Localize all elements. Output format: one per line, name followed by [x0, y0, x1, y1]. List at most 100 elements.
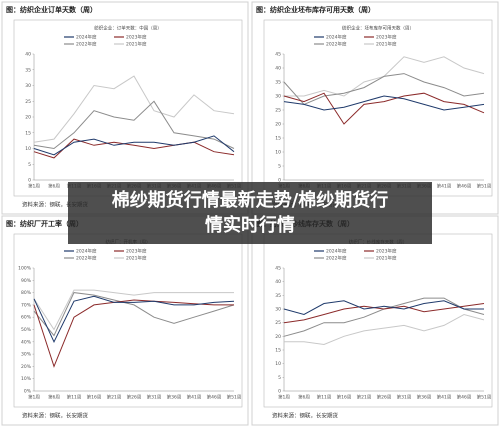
y-tick-label: 40%	[21, 339, 32, 345]
x-tick-label: 第26周	[127, 394, 142, 401]
legend-label: 2022年度	[76, 41, 97, 48]
legend-label: 2023年度	[376, 34, 397, 41]
x-tick-label: 第26周	[377, 394, 392, 401]
banner: 棉纱期货行情最新走势/棉纱期货行 情实时行情	[68, 182, 432, 244]
y-tick-label: 60%	[21, 315, 32, 321]
y-tick-label: 45	[275, 52, 281, 58]
banner-line: 棉纱期货行情最新走势/棉纱期货行	[111, 190, 389, 211]
y-tick-label: 0	[278, 389, 281, 395]
y-tick-label: 5	[28, 162, 31, 168]
y-tick-label: 35	[25, 67, 31, 73]
legend-label: 2024年度	[326, 34, 347, 41]
legend-label: 2022年度	[326, 41, 347, 48]
legend-label: 2022年度	[76, 255, 97, 262]
legend-label: 2021年度	[376, 41, 397, 48]
y-tick-label: 30	[25, 83, 31, 89]
x-tick-label: 第6周	[48, 183, 60, 190]
banner-line: 情实时行情	[205, 215, 295, 236]
x-tick-label: 第16周	[337, 394, 352, 401]
panel-title: 图：纺织厂开工率（周）	[6, 219, 83, 228]
y-tick-label: 15	[275, 348, 281, 354]
y-tick-label: 5	[278, 375, 281, 381]
x-tick-label: 第41周	[187, 394, 202, 401]
series-line	[33, 292, 235, 337]
y-tick-label: 30%	[21, 352, 32, 358]
source-note: 资料来源：钢联，长安期货	[22, 412, 89, 420]
series-line	[33, 75, 235, 143]
series-line	[283, 300, 484, 316]
x-tick-label: 第51周	[227, 394, 242, 401]
panel-title: 图：纺织企业坯布库存可用天数（周）	[256, 5, 375, 14]
x-tick-label: 第36周	[417, 394, 432, 401]
legend-label: 2021年度	[376, 255, 397, 262]
legend-label: 2022年度	[326, 255, 347, 262]
series-line	[33, 135, 235, 156]
x-tick-label: 第21周	[357, 394, 372, 401]
y-tick-label: 35	[275, 293, 281, 299]
legend-label: 2023年度	[126, 248, 147, 255]
x-tick-label: 第6周	[298, 394, 310, 401]
chart-subtitle: 纺织企业：订单天数：中国（周）	[94, 25, 162, 32]
x-tick-label: 第11周	[67, 394, 82, 401]
x-tick-label: 第41周	[437, 183, 452, 190]
y-tick-label: 20	[25, 115, 31, 121]
legend-label: 2024年度	[76, 34, 97, 41]
x-tick-label: 第46周	[207, 394, 222, 401]
series-line	[284, 313, 485, 346]
y-tick-label: 0	[278, 178, 281, 184]
y-tick-label: 35	[275, 80, 281, 86]
x-tick-label: 第46周	[457, 394, 472, 401]
series-line	[283, 73, 485, 105]
legend-label: 2021年度	[126, 41, 147, 48]
y-tick-label: 20	[275, 122, 281, 128]
legend-label: 2023年度	[126, 34, 147, 41]
y-tick-label: 100%	[18, 266, 32, 272]
x-tick-label: 第6周	[48, 394, 60, 401]
y-tick-label: 5	[278, 164, 281, 170]
y-tick-label: 25	[275, 320, 281, 326]
y-tick-label: 15	[275, 136, 281, 142]
x-tick-label: 第31周	[397, 394, 412, 401]
panel-title: 图：纺织企业订单天数（周）	[6, 5, 97, 14]
y-tick-label: 50%	[21, 327, 32, 333]
source-note: 资料来源：钢联，长安期货	[272, 412, 339, 420]
legend-label: 2024年度	[76, 248, 97, 255]
y-tick-label: 40	[25, 52, 31, 58]
x-tick-label: 第1周	[28, 394, 40, 401]
chart-subtitle: 纺织企业：坯布库存可用天数（周）	[342, 25, 414, 32]
y-tick-label: 10	[275, 150, 281, 156]
series-line	[283, 303, 485, 324]
x-tick-label: 第1周	[28, 183, 40, 190]
y-tick-label: 10	[25, 146, 31, 152]
x-tick-label: 第21周	[107, 394, 122, 401]
y-tick-label: 20	[275, 334, 281, 340]
series-line	[33, 289, 234, 331]
x-tick-label: 第16周	[87, 394, 102, 401]
x-tick-label: 第1周	[278, 394, 290, 401]
x-tick-label: 第41周	[437, 394, 452, 401]
y-tick-label: 10%	[21, 376, 32, 382]
series-line	[33, 100, 235, 150]
legend-label: 2024年度	[326, 248, 347, 255]
y-tick-label: 20%	[21, 364, 32, 370]
legend-label: 2021年度	[126, 255, 147, 262]
panel	[1, 1, 249, 215]
x-tick-label: 第51周	[477, 183, 492, 190]
y-tick-label: 25	[25, 99, 31, 105]
y-tick-label: 0%	[24, 389, 32, 395]
x-tick-label: 第36周	[167, 394, 182, 401]
panel	[1, 215, 249, 426]
y-tick-label: 25	[275, 108, 281, 114]
x-tick-label: 第46周	[457, 183, 472, 190]
series-line	[33, 295, 235, 343]
y-tick-label: 40	[275, 66, 281, 72]
y-tick-label: 70%	[21, 302, 32, 308]
x-tick-label: 第51周	[477, 394, 492, 401]
x-tick-label: 第11周	[317, 394, 332, 401]
series-line	[283, 92, 485, 125]
y-tick-label: 40	[275, 279, 281, 285]
y-tick-label: 10	[275, 361, 281, 367]
y-tick-label: 30	[275, 307, 281, 313]
